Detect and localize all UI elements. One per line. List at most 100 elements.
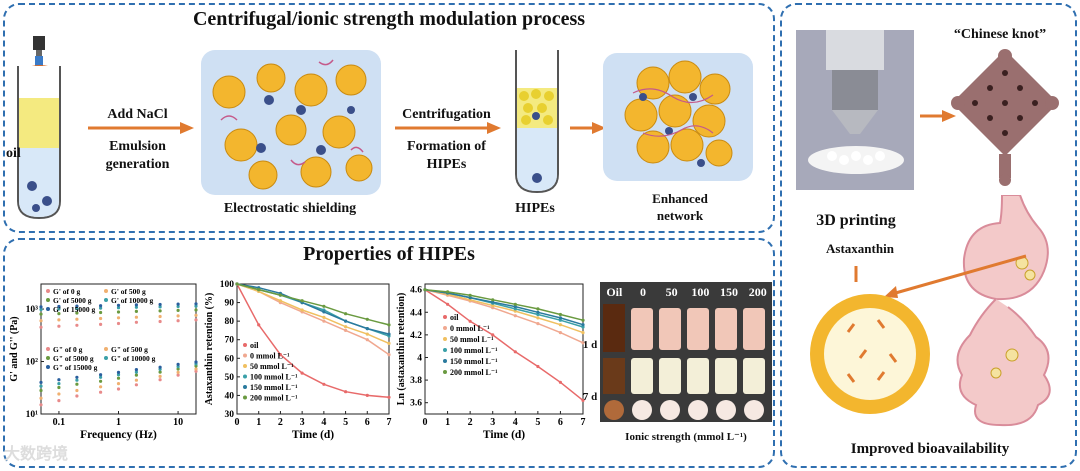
data-point — [75, 311, 79, 315]
photo-header-row: Oil 0 50 100 150 200 — [600, 282, 772, 302]
legend-marker — [443, 326, 447, 330]
data-point — [176, 365, 180, 369]
photo-header-0: 0 — [640, 285, 646, 299]
data-point — [57, 392, 61, 396]
data-point — [344, 312, 348, 316]
data-point — [558, 323, 562, 327]
legend-marker — [104, 356, 108, 360]
x-tick-label: 4 — [321, 417, 326, 428]
arrow-3 — [570, 122, 606, 134]
y-tick-label: 80 — [225, 317, 235, 327]
data-point — [513, 350, 517, 354]
data-point — [158, 365, 162, 369]
data-point — [344, 390, 348, 394]
photo-header-50: 50 — [665, 285, 678, 299]
x-tick-label: 6 — [558, 417, 563, 428]
data-point — [99, 304, 103, 308]
data-point — [134, 320, 138, 324]
plot-frame — [424, 283, 584, 415]
legend-marker — [104, 298, 108, 302]
properties-title: Properties of HIPEs — [303, 243, 475, 265]
y-tick-label: 4 — [417, 353, 422, 363]
series-line — [424, 288, 584, 321]
digestive-tract-illustration — [956, 195, 1051, 427]
data-point — [99, 310, 103, 315]
generation-label: generation — [105, 157, 170, 172]
data-point — [194, 302, 198, 306]
data-point — [176, 302, 180, 306]
data-point — [158, 305, 162, 309]
data-point — [322, 319, 326, 323]
data-point — [57, 324, 61, 328]
legend-label: 50 mmol L⁻¹ — [450, 335, 494, 344]
data-point — [558, 331, 562, 335]
photo-xlabel: Ionic strength (mmol L⁻¹) — [625, 431, 747, 443]
legend-label: G" of 500 g — [111, 345, 148, 354]
data-point — [57, 382, 61, 386]
data-point — [116, 303, 121, 307]
legend-label: G' of 5000 g — [53, 296, 92, 305]
legend-label: oil — [450, 313, 459, 322]
legend-marker — [243, 385, 247, 389]
plot-frame — [236, 283, 390, 415]
data-point — [387, 323, 391, 327]
data-point — [75, 307, 79, 311]
data-point — [99, 306, 103, 310]
x-tick-label: 7 — [581, 417, 586, 428]
data-point — [75, 375, 79, 379]
series-line — [424, 288, 584, 334]
legend-marker — [46, 307, 50, 311]
legend-label: G' of 0 g — [53, 287, 81, 296]
legend-marker — [443, 337, 447, 341]
legend-label: G' of 10000 g — [111, 296, 154, 305]
photo-header-oil: Oil — [606, 285, 623, 299]
data-point — [513, 307, 517, 311]
legend-label: G" of 0 g — [53, 345, 83, 354]
legend-marker — [46, 356, 50, 360]
ln-retention-chart: 0 1 2 3 4 5 6 7 3.6 3.8 4 4.2 4.4 4.6 Time (d) Ln (asta… — [396, 283, 586, 441]
legend-label: 100 mmol L⁻¹ — [250, 373, 298, 382]
x-axis-label: Frequency (Hz) — [80, 429, 157, 441]
data-point — [99, 375, 103, 379]
modulus-chart: 0.1 1 10 10¹ 10² 10³ Frequency (Hz) G' and G'' … — [9, 283, 198, 441]
bioavailability-label: Improved bioavailability — [850, 441, 1010, 457]
chinese-knot-label: “Chinese knot” — [953, 27, 1047, 42]
photo-header-200: 200 — [748, 285, 767, 299]
legend-marker — [443, 315, 447, 319]
data-point — [99, 322, 103, 326]
data-point — [278, 299, 282, 303]
data-point — [158, 309, 162, 313]
data-point — [468, 298, 472, 302]
data-point — [365, 327, 369, 331]
y-tick-label: 40 — [225, 391, 235, 401]
legend-label: 200 mmol L⁻¹ — [250, 394, 298, 403]
legend-marker — [243, 395, 247, 400]
retention-chart: 0 1 2 3 4 5 6 7 30 40 50 60 70 80 90 100 Time (d) Astaxan… — [204, 280, 392, 441]
data-point — [491, 333, 495, 337]
centrifugation-label: Centrifugation — [402, 107, 491, 122]
data-point — [116, 387, 121, 391]
arrow-1 — [88, 122, 194, 134]
data-point — [39, 307, 43, 312]
data-point — [57, 307, 61, 311]
data-point — [75, 317, 79, 321]
x-tick-label: 3 — [490, 417, 495, 428]
data-point — [75, 323, 79, 327]
data-point — [365, 338, 369, 342]
x-tick-label: 4 — [513, 417, 518, 428]
legend-marker — [46, 289, 50, 293]
data-point — [158, 370, 162, 374]
y-tick-label: 10¹ — [26, 410, 39, 420]
data-point — [581, 341, 585, 345]
data-point — [116, 382, 121, 386]
legend-label: G' of 500 g — [111, 287, 146, 296]
x-tick-label: 6 — [365, 417, 370, 428]
data-point — [365, 317, 369, 321]
legend-marker — [104, 347, 108, 351]
y-tick-label: 90 — [225, 299, 235, 309]
astaxanthin-particle — [810, 266, 930, 414]
data-point — [536, 307, 540, 311]
data-point — [194, 369, 198, 373]
data-point — [176, 362, 180, 366]
legend-label: G" of 10000 g — [111, 354, 156, 363]
